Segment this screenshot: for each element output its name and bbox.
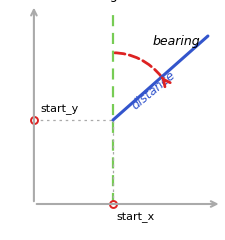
Text: start_x: start_x [116,212,154,223]
Text: start_y: start_y [40,105,79,115]
Text: 0 degrees: 0 degrees [81,0,144,2]
Text: distance: distance [129,68,177,112]
Text: Y: Y [30,0,38,2]
Text: bearing: bearing [152,35,199,48]
